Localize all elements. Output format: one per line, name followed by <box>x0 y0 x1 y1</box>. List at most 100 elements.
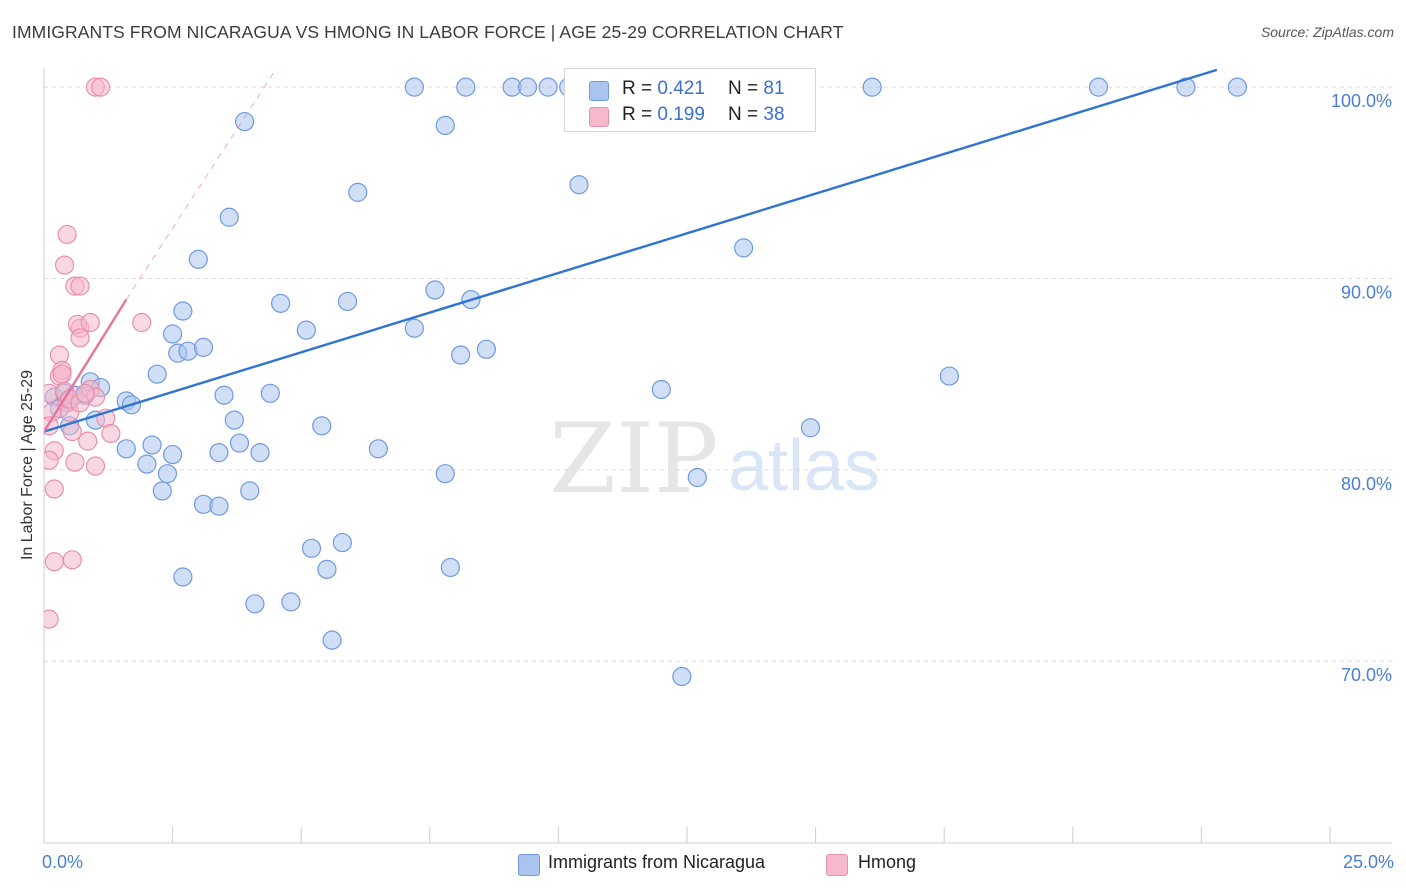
legend-r-value: 0.199 <box>657 104 705 125</box>
point-hmong <box>62 550 82 570</box>
y-tick-label: 70.0% <box>1341 665 1392 685</box>
point-nicaragua <box>271 293 291 313</box>
point-nicaragua <box>163 444 183 465</box>
legend-row-nicaragua: R = 0.421 N = 81 <box>565 77 815 103</box>
legend-swatch-nicaragua <box>518 854 540 876</box>
legend-n-value: 81 <box>763 78 785 99</box>
legend-swatch-nicaragua <box>589 81 609 101</box>
point-nicaragua <box>301 538 322 558</box>
point-nicaragua <box>209 443 229 463</box>
point-nicaragua <box>476 339 496 359</box>
legend-label-nicaragua: Immigrants from Nicaragua <box>548 852 766 872</box>
legend-row-hmong: R = 0.199 N = 38 <box>565 103 815 129</box>
point-hmong <box>54 255 75 275</box>
point-nicaragua <box>209 496 229 516</box>
point-hmong <box>90 77 111 97</box>
legend-label-hmong: Hmong <box>858 852 917 872</box>
point-nicaragua <box>240 481 260 501</box>
point-nicaragua <box>193 337 214 357</box>
point-hmong <box>70 276 90 296</box>
plot-area <box>44 68 1248 687</box>
point-nicaragua <box>322 630 342 650</box>
point-nicaragua <box>142 435 162 455</box>
legend-r-value: 0.421 <box>657 78 705 99</box>
point-nicaragua <box>368 439 388 459</box>
legend-r-label: R = <box>622 104 658 125</box>
point-hmong <box>132 312 152 333</box>
legend-r-label: R = <box>622 78 658 99</box>
point-nicaragua <box>440 557 460 578</box>
legend-n-value: 38 <box>763 104 785 125</box>
point-nicaragua <box>173 301 193 321</box>
point-nicaragua <box>569 175 589 195</box>
correlation-legend: R = 0.421 N = 81 R = 0.199 N = 38 <box>564 68 816 132</box>
point-nicaragua <box>1176 77 1196 97</box>
point-nicaragua <box>332 532 352 553</box>
point-nicaragua <box>152 481 172 501</box>
point-nicaragua <box>435 464 455 484</box>
point-nicaragua <box>687 467 707 488</box>
point-hmong <box>44 609 59 629</box>
point-nicaragua <box>733 238 754 258</box>
point-nicaragua <box>281 592 301 612</box>
point-nicaragua <box>147 364 167 384</box>
point-hmong <box>101 423 121 444</box>
point-hmong <box>52 364 72 384</box>
point-nicaragua <box>672 666 692 687</box>
point-nicaragua <box>214 385 234 405</box>
chart-title: IMMIGRANTS FROM NICARAGUA VS HMONG IN LA… <box>12 22 844 42</box>
point-nicaragua <box>250 443 270 463</box>
point-nicaragua <box>188 249 208 269</box>
point-nicaragua <box>157 464 178 484</box>
source-note: Source: ZipAtlas.com <box>1260 24 1394 40</box>
point-nicaragua <box>224 410 244 430</box>
point-nicaragua <box>245 594 265 614</box>
point-hmong <box>44 416 59 436</box>
x-tick-label-min: 0.0% <box>42 852 84 872</box>
point-nicaragua <box>137 454 157 474</box>
legend-n-label: N = <box>728 104 764 125</box>
legend-swatch-hmong <box>826 854 848 876</box>
point-nicaragua <box>260 383 280 403</box>
point-hmong <box>80 312 100 333</box>
point-nicaragua <box>404 77 424 97</box>
point-nicaragua <box>1227 77 1248 97</box>
legend-swatch-hmong <box>589 107 609 127</box>
point-hmong <box>70 328 90 348</box>
trendline-nicaragua <box>44 68 1218 433</box>
point-nicaragua <box>163 324 183 344</box>
series-legend: Immigrants from Nicaragua Hmong <box>0 852 1406 878</box>
point-nicaragua <box>348 182 368 202</box>
point-nicaragua <box>425 280 445 300</box>
trendline-hmong <box>44 298 128 433</box>
point-nicaragua <box>235 111 255 132</box>
point-hmong <box>44 479 64 499</box>
point-nicaragua <box>651 379 671 400</box>
point-nicaragua <box>1088 77 1109 97</box>
trendline-hmong-extrapolated <box>125 69 276 300</box>
point-hmong <box>44 450 59 470</box>
point-nicaragua <box>517 77 538 97</box>
point-nicaragua <box>219 207 239 227</box>
point-nicaragua <box>862 77 882 97</box>
y-axis-label: In Labor Force | Age 25-29 <box>19 369 36 561</box>
point-nicaragua <box>800 418 821 438</box>
point-hmong <box>75 383 95 403</box>
y-tick-label: 90.0% <box>1341 282 1392 302</box>
watermark-zip: ZIP <box>549 403 718 515</box>
watermark-atlas: atlas <box>728 426 880 506</box>
point-nicaragua <box>296 320 316 340</box>
point-hmong <box>78 431 98 451</box>
point-nicaragua <box>939 366 959 386</box>
point-nicaragua <box>404 318 424 338</box>
point-nicaragua <box>538 77 558 97</box>
point-nicaragua <box>456 77 476 97</box>
y-tick-label: 100.0% <box>1331 91 1392 111</box>
point-hmong <box>85 456 106 476</box>
point-nicaragua <box>337 291 358 312</box>
point-nicaragua <box>116 439 136 459</box>
x-tick-label-max: 25.0% <box>1342 852 1394 872</box>
point-nicaragua <box>451 345 471 365</box>
point-nicaragua <box>229 433 250 453</box>
point-nicaragua <box>317 559 337 579</box>
